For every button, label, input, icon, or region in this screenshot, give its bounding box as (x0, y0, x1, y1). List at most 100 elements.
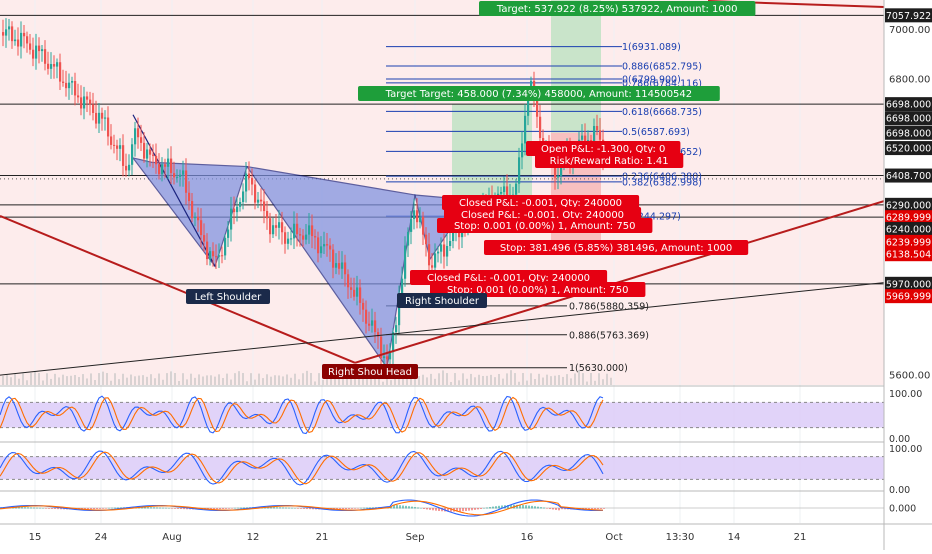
candle-body (209, 251, 212, 260)
price-badge[interactable] (885, 276, 932, 291)
macd-histogram-bar (552, 508, 554, 510)
closed-pnl-label-3-text: Closed P&L: -0.001, Qty: 240000 (427, 273, 590, 284)
volume-bar (254, 379, 256, 385)
volume-bar (546, 374, 548, 385)
volume-bar (106, 373, 108, 385)
macd-histogram-bar (15, 507, 17, 509)
stoch-d-line (0, 451, 604, 485)
volume-bar (234, 373, 236, 385)
macd-histogram-bar (348, 508, 350, 509)
candle-body (431, 265, 434, 268)
candle-body (137, 128, 140, 138)
open-pnl-label[interactable] (526, 141, 681, 156)
volume-bar (342, 375, 344, 385)
trend-line-support[interactable] (0, 282, 884, 376)
volume-bar (10, 377, 12, 385)
closed-pnl-label-1[interactable] (442, 195, 640, 210)
candle-body (149, 149, 152, 155)
volume-bar (250, 373, 252, 385)
price-badge[interactable] (885, 125, 932, 140)
trend-line-up[interactable] (354, 200, 884, 364)
macd-histogram-bar (165, 507, 167, 509)
macd-histogram-bar (231, 508, 233, 509)
volume-bar (450, 381, 452, 385)
price-badge[interactable] (885, 247, 932, 262)
volume-bar (62, 374, 64, 385)
time-tick-label: 16 (521, 532, 534, 543)
volume-bar (294, 373, 296, 385)
candle-body (416, 210, 419, 223)
macd-histogram-bar (156, 507, 158, 509)
price-axis[interactable]: 5600.006400.006800.007000.007057.9226698… (885, 8, 932, 382)
fib-level-label: 0.786(5880.359) (569, 301, 649, 312)
candle-body (332, 249, 335, 268)
closed-pnl-label-3[interactable] (410, 270, 608, 285)
macd-histogram-bar (414, 507, 416, 509)
candle-body (239, 201, 242, 207)
volume-bar (534, 378, 536, 385)
macd-histogram-bar (150, 507, 152, 509)
stoch-k-line (0, 395, 604, 435)
price-badge[interactable] (885, 234, 932, 249)
volume-bar (526, 380, 528, 385)
pattern-label[interactable] (186, 289, 270, 304)
macd-histogram-bar (216, 508, 218, 510)
macd-histogram-bar (339, 508, 341, 510)
macd-histogram-bar (51, 508, 53, 509)
target-label-2[interactable] (358, 86, 720, 101)
risk-reward-label[interactable] (535, 153, 684, 168)
candle-body (179, 174, 182, 177)
macd-histogram-bar (465, 508, 467, 511)
macd-histogram-bar (96, 508, 98, 509)
candle-body (557, 175, 560, 178)
candle-body (296, 223, 299, 235)
target-label-1[interactable] (479, 1, 756, 16)
fib-level-label: 1(5630.000) (569, 363, 628, 374)
candle-body (581, 135, 584, 140)
macd-histogram-bar (483, 507, 485, 509)
price-badge[interactable] (885, 111, 932, 126)
price-badge[interactable] (885, 197, 932, 212)
macd-histogram-bar (39, 507, 41, 509)
candle-body (71, 81, 74, 83)
candle-body (197, 216, 200, 221)
time-tick-label: 14 (728, 532, 741, 543)
price-badge[interactable] (885, 97, 932, 112)
price-badge[interactable] (885, 222, 932, 237)
price-badge[interactable] (885, 8, 932, 23)
pattern-label[interactable] (397, 293, 487, 308)
volume-bar (214, 376, 216, 385)
price-badge[interactable] (885, 168, 932, 183)
price-tick-label: 7000.00 (889, 25, 930, 36)
price-badge[interactable] (885, 210, 932, 225)
price-badge[interactable] (885, 141, 932, 156)
price-badge[interactable] (885, 289, 932, 304)
neckline-left[interactable] (0, 215, 356, 364)
volume-bar (246, 381, 248, 385)
candle-body (269, 218, 272, 235)
macd-histogram-bar (462, 508, 464, 512)
volume-bar (554, 375, 556, 385)
volume-bar (438, 373, 440, 385)
candle-body (446, 245, 449, 257)
time-axis[interactable]: 15 24 Aug 12 21 Sep 16 Oct 13:30 14 21 (29, 532, 807, 543)
volume-bar (394, 373, 396, 385)
candle-body (41, 49, 44, 52)
indicator-tick: 0.00 (889, 434, 910, 445)
pattern-label[interactable] (322, 364, 418, 379)
macd-histogram-bar (48, 508, 50, 509)
macd-histogram-bar (525, 505, 527, 509)
volume-bar (86, 378, 88, 385)
volume-bar (22, 373, 24, 385)
macd-histogram-bar (279, 507, 281, 509)
macd-histogram-bar (558, 508, 560, 511)
macd-histogram-bar (390, 507, 392, 509)
volume-bar (282, 376, 284, 385)
candle-body (11, 26, 14, 42)
stop-label-1[interactable] (437, 218, 653, 233)
price-badge-text: 5969.999 (886, 292, 931, 303)
stop-label-2[interactable] (484, 240, 749, 255)
time-tick-label: 12 (247, 532, 260, 543)
